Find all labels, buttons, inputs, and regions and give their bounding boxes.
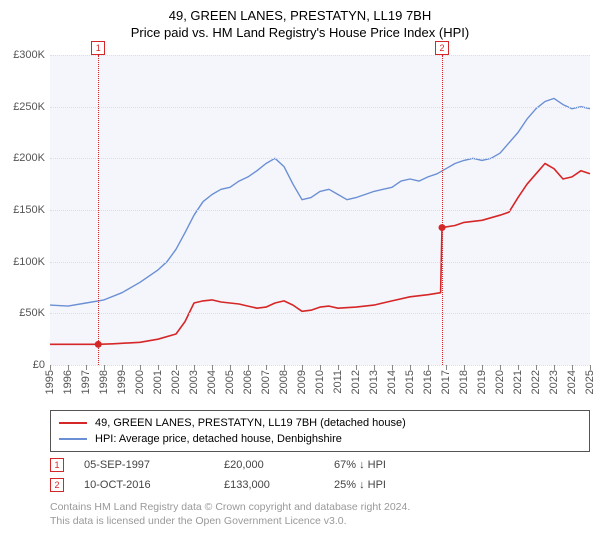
attribution-footer: Contains HM Land Registry data © Crown c… — [50, 500, 590, 528]
legend-swatch — [59, 438, 87, 440]
x-axis-label: 2025 — [584, 370, 596, 394]
transaction-row: 2 10-OCT-2016£133,00025% ↓ HPI — [50, 475, 590, 495]
x-axis-label: 2005 — [224, 370, 236, 394]
transaction-row: 1 05-SEP-1997£20,00067% ↓ HPI — [50, 455, 590, 475]
legend-label: HPI: Average price, detached house, Denb… — [95, 433, 342, 445]
x-axis-label: 2002 — [170, 370, 182, 394]
x-axis-label: 2000 — [134, 370, 146, 394]
transaction-date: 05-SEP-1997 — [84, 459, 224, 471]
x-axis-label: 2007 — [260, 370, 272, 394]
x-axis-label: 1995 — [44, 370, 56, 394]
y-axis-label: £50K — [0, 307, 45, 319]
x-axis-label: 2004 — [206, 370, 218, 394]
x-axis-label: 1997 — [80, 370, 92, 394]
x-axis-label: 2001 — [152, 370, 164, 394]
gridline — [50, 55, 590, 56]
x-axis-label: 2021 — [512, 370, 524, 394]
transaction-price: £20,000 — [224, 459, 334, 471]
transaction-diff: 67% ↓ HPI — [334, 459, 454, 471]
footer-line-1: Contains HM Land Registry data © Crown c… — [50, 500, 590, 514]
legend-label: 49, GREEN LANES, PRESTATYN, LL19 7BH (de… — [95, 417, 406, 429]
x-axis-label: 2020 — [494, 370, 506, 394]
y-axis-label: £200K — [0, 152, 45, 164]
x-axis-label: 2006 — [242, 370, 254, 394]
transaction-vline — [98, 55, 99, 365]
x-axis-label: 2024 — [566, 370, 578, 394]
chart-title-address: 49, GREEN LANES, PRESTATYN, LL19 7BH — [0, 8, 600, 25]
x-axis-label: 2019 — [476, 370, 488, 394]
x-axis-label: 2012 — [350, 370, 362, 394]
x-axis-label: 2010 — [314, 370, 326, 394]
transaction-number-box: 1 — [50, 458, 64, 472]
chart-title-subtitle: Price paid vs. HM Land Registry's House … — [0, 25, 600, 42]
gridline — [50, 313, 590, 314]
y-axis-label: £100K — [0, 256, 45, 268]
gridline — [50, 107, 590, 108]
x-axis-label: 2022 — [530, 370, 542, 394]
x-axis-label: 2016 — [422, 370, 434, 394]
transaction-diff: 25% ↓ HPI — [334, 479, 454, 491]
y-axis-label: £300K — [0, 49, 45, 61]
legend-swatch — [59, 422, 87, 424]
y-axis-label: £0 — [0, 359, 45, 371]
x-axis-label: 2015 — [404, 370, 416, 394]
gridline — [50, 210, 590, 211]
y-axis-label: £250K — [0, 101, 45, 113]
transaction-price: £133,000 — [224, 479, 334, 491]
transaction-marker-box: 2 — [435, 41, 449, 55]
x-axis-label: 2003 — [188, 370, 200, 394]
legend-row: 49, GREEN LANES, PRESTATYN, LL19 7BH (de… — [59, 415, 581, 431]
gridline — [50, 262, 590, 263]
legend-row: HPI: Average price, detached house, Denb… — [59, 431, 581, 447]
x-axis-label: 1999 — [116, 370, 128, 394]
y-axis-label: £150K — [0, 204, 45, 216]
x-axis-label: 2009 — [296, 370, 308, 394]
x-axis-label: 2008 — [278, 370, 290, 394]
x-axis-label: 2018 — [458, 370, 470, 394]
transaction-table: 1 05-SEP-1997£20,00067% ↓ HPI 2 10-OCT-2016… — [50, 455, 590, 495]
transaction-marker-box: 1 — [91, 41, 105, 55]
legend: 49, GREEN LANES, PRESTATYN, LL19 7BH (de… — [50, 410, 590, 452]
chart-area: £0£50K£100K£150K£200K£250K£300K199519961… — [50, 55, 590, 365]
transaction-date: 10-OCT-2016 — [84, 479, 224, 491]
x-axis-label: 1998 — [98, 370, 110, 394]
x-axis-label: 2017 — [440, 370, 452, 394]
x-axis-label: 1996 — [62, 370, 74, 394]
footer-line-2: This data is licensed under the Open Gov… — [50, 514, 590, 528]
transaction-vline — [442, 55, 443, 365]
x-axis-label: 2023 — [548, 370, 560, 394]
x-axis-label: 2014 — [386, 370, 398, 394]
gridline — [50, 158, 590, 159]
x-axis-label: 2013 — [368, 370, 380, 394]
transaction-number-box: 2 — [50, 478, 64, 492]
x-axis-label: 2011 — [332, 370, 344, 394]
